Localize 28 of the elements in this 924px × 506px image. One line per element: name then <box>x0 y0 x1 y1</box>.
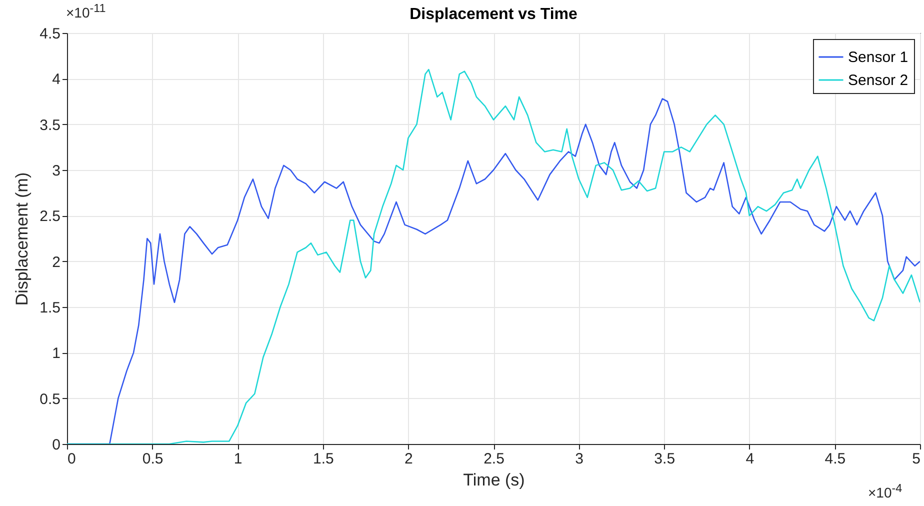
text: ×10$^{-11}$ <box>66 2 106 21</box>
y-tick-label: 1.5 <box>40 300 60 316</box>
y-tick-label: 3.5 <box>40 116 60 134</box>
x-tick-label: 0.5 <box>142 450 164 468</box>
x-tick-label: 1 <box>234 450 242 468</box>
x-axis-title: Time (s) <box>463 470 525 490</box>
text: ×10$^{-4}$ <box>868 482 902 501</box>
x-tick-label: 5 <box>912 450 920 468</box>
y-tick-label: 0.5 <box>40 390 60 408</box>
y-tick-label: 3 <box>52 162 60 180</box>
y-tick-label: 2.5 <box>40 208 60 226</box>
chart-title: Displacement vs Time <box>410 6 578 23</box>
y-tick-label: 1 <box>52 345 60 362</box>
y-tick-label: 2 <box>52 254 60 271</box>
x-tick-label: 2 <box>404 450 413 468</box>
x-tick-label: 4 <box>746 450 754 468</box>
x-tick-label: 4.5 <box>824 450 846 468</box>
y-axis-title: Displacement (m) <box>12 172 32 306</box>
legend-label: Sensor 1 <box>848 49 908 66</box>
x-tick-label: 3 <box>575 450 584 468</box>
y-tick-label: 4.5 <box>40 26 60 42</box>
x-tick-label: 2.5 <box>484 450 504 468</box>
x-tick-label: 1.5 <box>312 450 334 468</box>
x-tick-label: 3.5 <box>654 450 676 468</box>
y-tick-label: 0 <box>52 436 60 454</box>
legend-label: Sensor 2 <box>848 72 908 89</box>
y-tick-label: 4 <box>52 71 60 88</box>
x-tick-label: 0 <box>68 450 76 468</box>
